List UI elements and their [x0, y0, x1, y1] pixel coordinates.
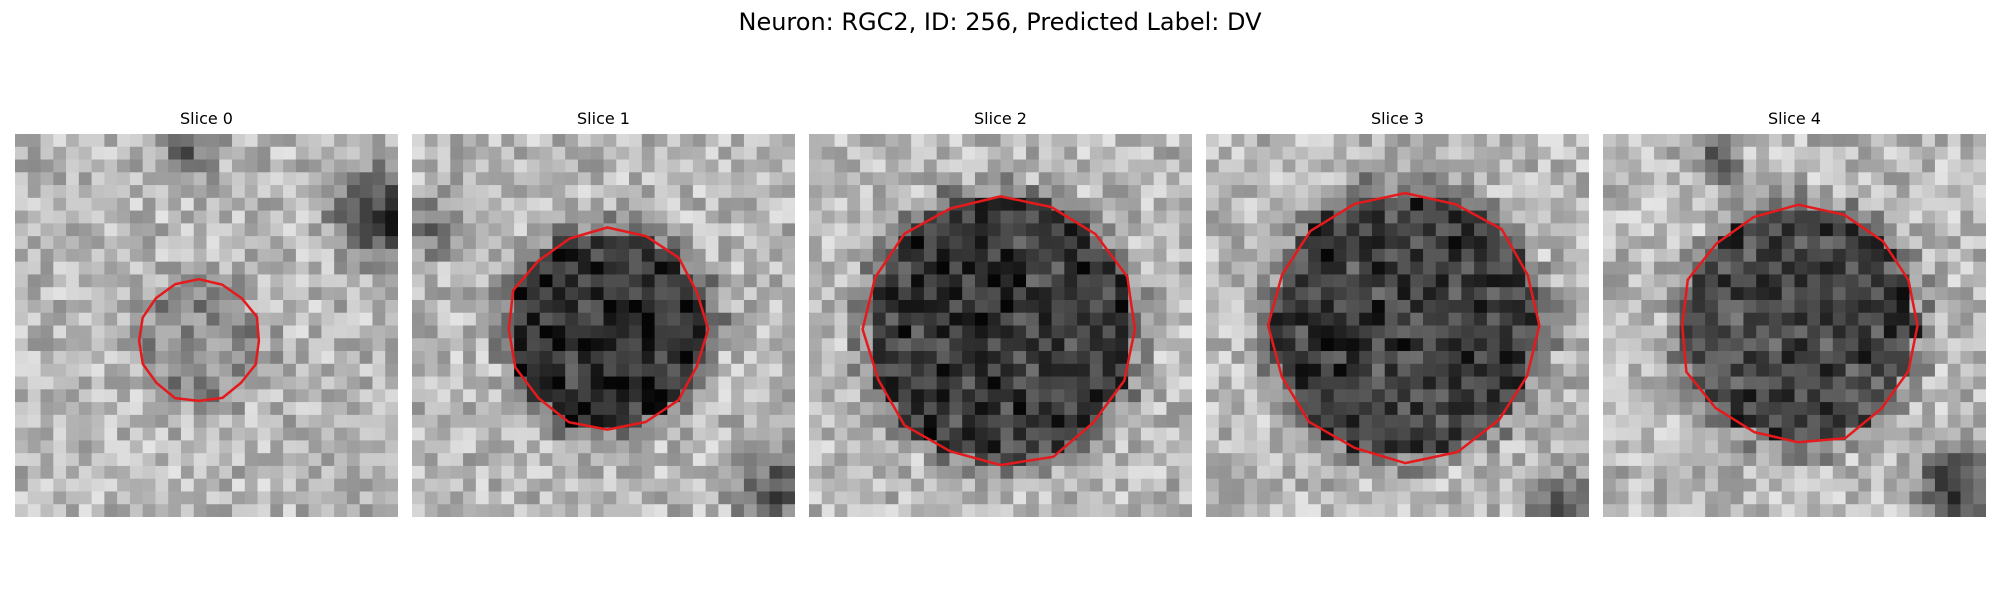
slice-panel-0: Slice 0 — [15, 108, 398, 517]
slice-panel-4: Slice 4 — [1603, 108, 1986, 517]
slice-image-0 — [15, 134, 398, 517]
slice-title-1: Slice 1 — [577, 109, 630, 128]
slice-panel-3: Slice 3 — [1206, 108, 1589, 517]
slice-image-1 — [412, 134, 795, 517]
slice-image-4 — [1603, 134, 1986, 517]
slice-title-2: Slice 2 — [974, 109, 1027, 128]
contour-outline-3 — [1266, 191, 1541, 465]
contour-outline-2 — [861, 195, 1137, 467]
slice-title-3: Slice 3 — [1371, 109, 1424, 128]
slice-title-0: Slice 0 — [180, 109, 233, 128]
contour-outline-0 — [137, 277, 261, 403]
slice-panel-1: Slice 1 — [412, 108, 795, 517]
contour-outline-4 — [1680, 203, 1919, 444]
figure-title: Neuron: RGC2, ID: 256, Predicted Label: … — [738, 8, 1262, 36]
slice-title-4: Slice 4 — [1768, 109, 1821, 128]
contour-outline-1 — [507, 226, 710, 431]
slice-image-2 — [809, 134, 1192, 517]
slice-panel-2: Slice 2 — [809, 108, 1192, 517]
slice-image-3 — [1206, 134, 1589, 517]
